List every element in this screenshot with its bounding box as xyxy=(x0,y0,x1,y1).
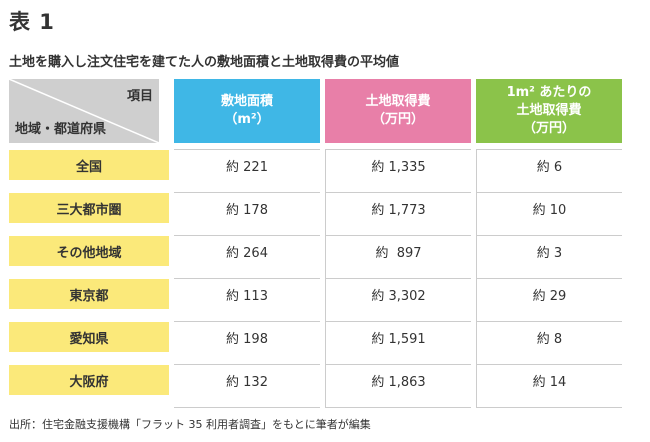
column-header-line: 1m² あたりの xyxy=(506,85,592,100)
column-header-line: 土地取得費 xyxy=(516,103,582,118)
cell-per-m2: 約 14 xyxy=(476,365,622,395)
cell-per-m2: 約 3 xyxy=(476,236,622,266)
table-row: 大阪府 約 132 約 1,863 約 14 xyxy=(9,365,622,395)
row-region-label: 全国 xyxy=(9,150,169,180)
table-title: 土地を購入し注文住宅を建てた人の敷地面積と土地取得費の平均値 xyxy=(9,55,400,70)
cell-cost: 約 3,302 xyxy=(325,279,471,309)
diagonal-divider xyxy=(9,79,159,143)
table-row: その他地域 約 264 約 897 約 3 xyxy=(9,236,622,266)
column-header-cost: 土地取得費 （万円） xyxy=(325,79,471,143)
cell-per-m2: 約 8 xyxy=(476,322,622,352)
row-region-label: 東京都 xyxy=(9,279,169,309)
table-row: 三大都市圏 約 178 約 1,773 約 10 xyxy=(9,193,622,223)
row-region-label: その他地域 xyxy=(9,236,169,266)
cell-per-m2: 約 29 xyxy=(476,279,622,309)
header-row: 項目 地域・都道府県 敷地面積 （m²） 土地取得費 （万円） 1m² あたりの… xyxy=(9,79,622,143)
cell-cost: 約 1,335 xyxy=(325,150,471,180)
cell-cost: 約 897 xyxy=(325,236,471,266)
cell-per-m2: 約 10 xyxy=(476,193,622,223)
row-region-label: 大阪府 xyxy=(9,365,169,395)
corner-region-label: 地域・都道府県 xyxy=(15,122,107,137)
row-region-label: 愛知県 xyxy=(9,322,169,352)
table-number-heading: 表 1 xyxy=(9,10,55,34)
cell-area: 約 113 xyxy=(174,279,320,309)
column-header-line: （万円） xyxy=(371,112,424,127)
row-region-label: 三大都市圏 xyxy=(9,193,169,223)
cell-area: 約 132 xyxy=(174,365,320,395)
column-header-line: 敷地面積 xyxy=(220,94,273,109)
cell-area: 約 178 xyxy=(174,193,320,223)
column-header-per-m2: 1m² あたりの 土地取得費 （万円） xyxy=(476,79,622,143)
table-row: 東京都 約 113 約 3,302 約 29 xyxy=(9,279,622,309)
column-header-area: 敷地面積 （m²） xyxy=(174,79,320,143)
cell-area: 約 198 xyxy=(174,322,320,352)
source-note: 出所：住宅金融支援機構「フラット 35 利用者調査」をもとに筆者が編集 xyxy=(9,418,371,431)
cell-area: 約 264 xyxy=(174,236,320,266)
corner-header: 項目 地域・都道府県 xyxy=(9,79,169,143)
data-table: 項目 地域・都道府県 敷地面積 （m²） 土地取得費 （万円） 1m² あたりの… xyxy=(4,79,627,408)
cell-cost: 約 1,863 xyxy=(325,365,471,395)
column-header-line: （万円） xyxy=(522,121,575,136)
corner-item-label: 項目 xyxy=(126,89,153,104)
column-header-line: 土地取得費 xyxy=(365,94,431,109)
cell-cost: 約 1,591 xyxy=(325,322,471,352)
column-header-line: （m²） xyxy=(224,112,270,127)
table-row: 全国 約 221 約 1,335 約 6 xyxy=(9,150,622,180)
cell-cost: 約 1,773 xyxy=(325,193,471,223)
cell-per-m2: 約 6 xyxy=(476,150,622,180)
cell-area: 約 221 xyxy=(174,150,320,180)
table-row: 愛知県 約 198 約 1,591 約 8 xyxy=(9,322,622,352)
